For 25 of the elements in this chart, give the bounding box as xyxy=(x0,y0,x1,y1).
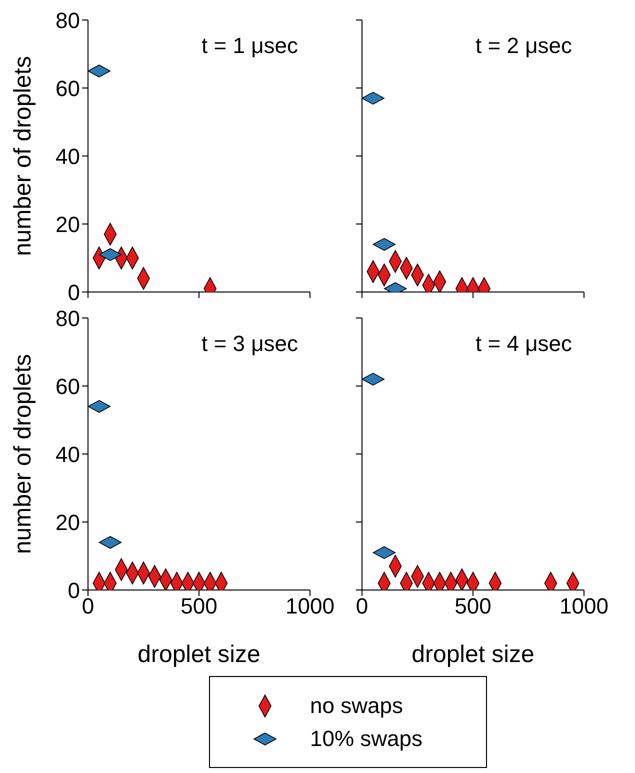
x-tick-label: 500 xyxy=(180,594,218,619)
text: t = 4 μsec xyxy=(474,331,572,357)
text: t = 3 μsec xyxy=(200,331,298,357)
x-tick-label: 0 xyxy=(356,594,368,619)
y-axis-title: number of droplets xyxy=(10,56,37,256)
y-tick-label: 0 xyxy=(68,280,80,305)
y-tick-label: 80 xyxy=(56,8,80,33)
y-tick-label: 80 xyxy=(56,306,80,331)
text: t = 2 μsec xyxy=(474,33,572,59)
legend-label: 10% swaps xyxy=(310,726,423,752)
y-tick-label: 60 xyxy=(56,76,80,101)
y-tick-label: 0 xyxy=(68,578,80,603)
x-tick-label: 1000 xyxy=(560,594,608,619)
y-tick-label: 60 xyxy=(56,374,80,399)
x-tick-label: 500 xyxy=(454,594,492,619)
y-axis-title: number of droplets xyxy=(10,354,37,554)
text: t = 1 μsec xyxy=(200,33,298,59)
y-tick-label: 40 xyxy=(56,144,80,169)
legend-label: no swaps xyxy=(310,692,403,718)
y-tick-label: 20 xyxy=(56,510,80,535)
x-axis-title: droplet size xyxy=(412,641,534,668)
y-tick-label: 40 xyxy=(56,442,80,467)
x-axis-title: droplet size xyxy=(138,641,260,668)
x-tick-label: 1000 xyxy=(286,594,334,619)
y-tick-label: 20 xyxy=(56,212,80,237)
